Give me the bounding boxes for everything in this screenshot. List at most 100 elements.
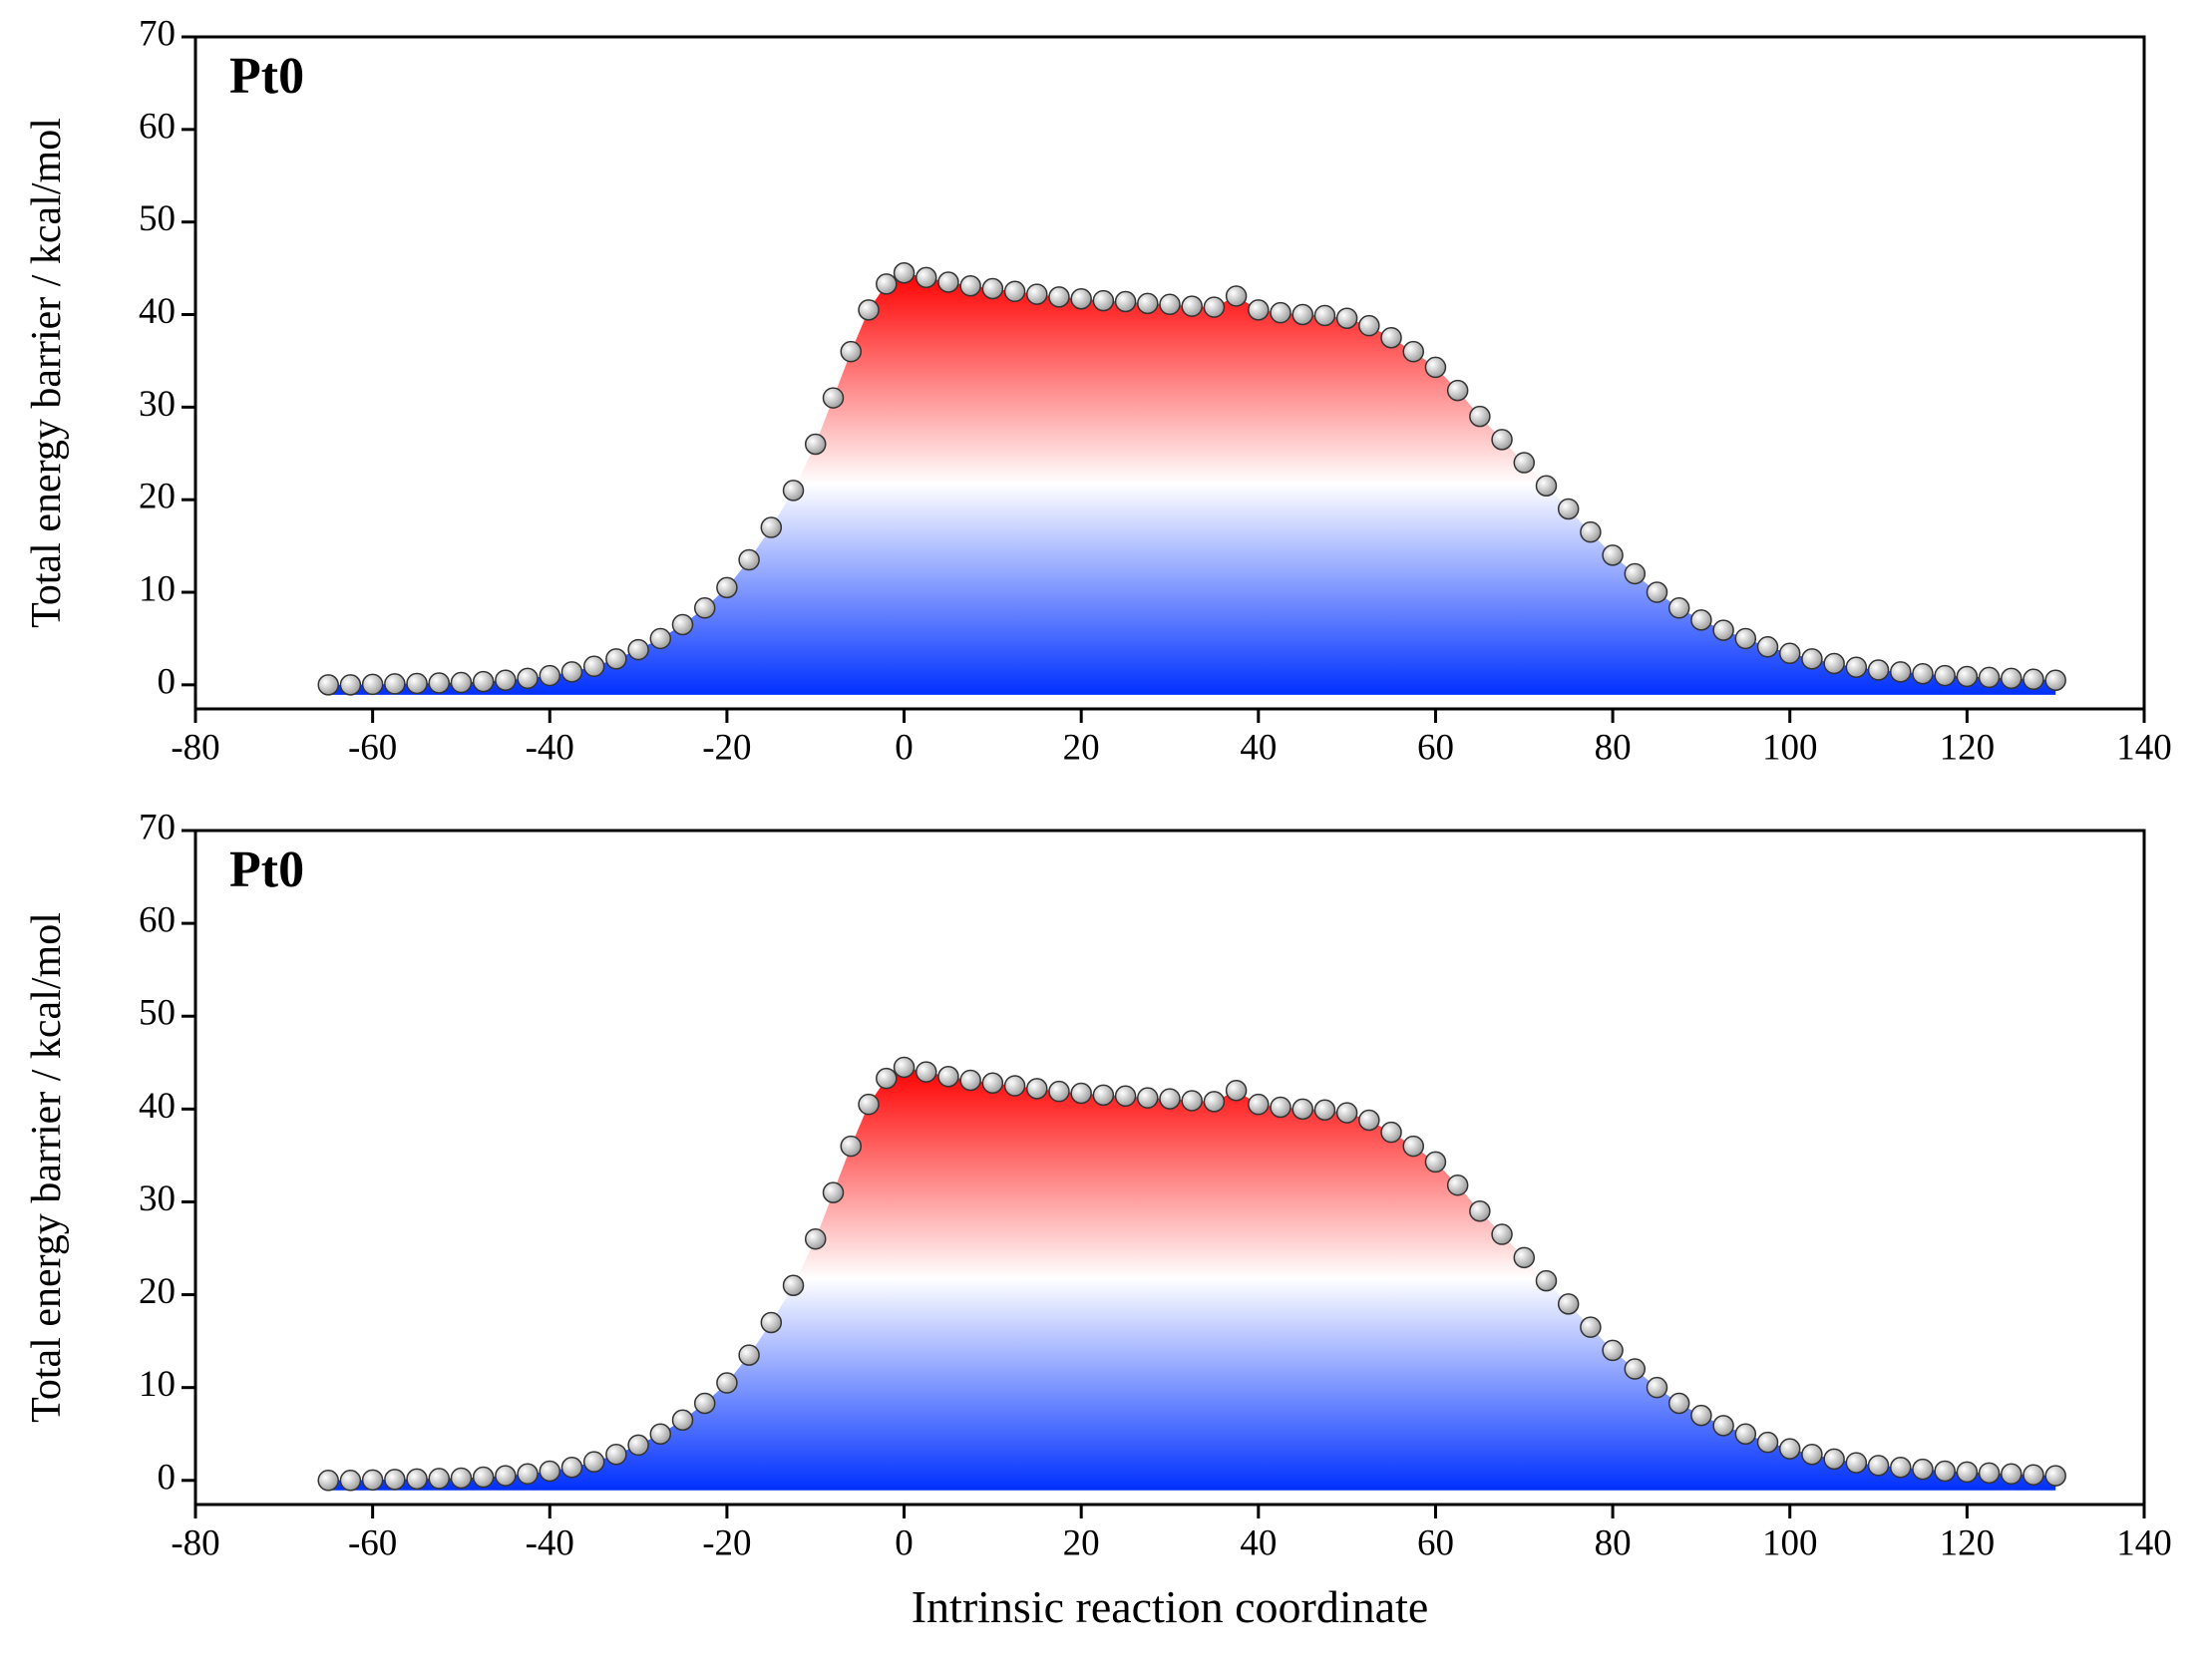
data-point	[1624, 562, 1647, 585]
data-point	[981, 1072, 1004, 1095]
data-point	[822, 387, 845, 409]
data-point	[1823, 1448, 1845, 1471]
x-tick-label: 120	[1940, 727, 1996, 768]
data-point	[937, 271, 959, 293]
plot-frame	[193, 829, 2146, 1507]
data-point	[2044, 1465, 2066, 1487]
data-point	[450, 1467, 473, 1490]
data-point	[1890, 1457, 1912, 1479]
x-tick-label: 60	[1417, 727, 1454, 768]
data-point	[693, 1392, 716, 1415]
data-point	[1912, 662, 1934, 685]
data-point	[738, 548, 760, 571]
data-point	[760, 1311, 783, 1334]
data-point	[1313, 1099, 1336, 1122]
data-point	[1557, 498, 1580, 520]
data-point	[495, 1465, 517, 1487]
data-point	[916, 1061, 937, 1083]
data-point	[1203, 296, 1226, 318]
data-point	[1424, 356, 1447, 379]
y-tick-label: 10	[139, 569, 176, 610]
data-point	[1513, 1246, 1536, 1269]
data-point	[1801, 1443, 1823, 1466]
data-point	[1602, 1339, 1624, 1362]
data-point	[1424, 1151, 1447, 1174]
data-point	[1402, 340, 1424, 363]
y-tick-label: 40	[139, 291, 176, 332]
data-point	[1159, 293, 1181, 316]
x-tick-label: 0	[895, 727, 914, 768]
data-point	[495, 669, 517, 691]
data-point	[1956, 1461, 1979, 1484]
y-tick-label: 70	[139, 13, 176, 54]
data-point	[1778, 642, 1801, 665]
data-point	[1491, 429, 1513, 451]
data-point	[1756, 1431, 1779, 1454]
data-point	[1402, 1135, 1424, 1158]
data-point	[1823, 652, 1845, 675]
data-point	[1646, 1376, 1668, 1399]
data-point	[1048, 1080, 1070, 1103]
data-point	[1003, 1075, 1026, 1097]
data-point	[1778, 1438, 1801, 1460]
data-point	[2001, 1463, 2023, 1486]
data-point	[1248, 1093, 1270, 1116]
data-point	[605, 648, 627, 670]
x-tick-label: 40	[1240, 727, 1277, 768]
data-point	[627, 1434, 649, 1457]
data-point	[1181, 295, 1203, 317]
data-point	[339, 1470, 362, 1492]
data-point	[428, 672, 450, 694]
data-point	[1580, 1316, 1602, 1338]
data-point	[1358, 1109, 1380, 1132]
data-point	[1248, 299, 1270, 321]
data-point	[1137, 1087, 1159, 1109]
data-point	[1934, 664, 1956, 687]
data-point	[858, 299, 880, 321]
data-point	[1159, 1088, 1181, 1110]
data-point	[339, 674, 362, 696]
data-point	[539, 664, 561, 687]
data-point	[671, 1409, 694, 1432]
x-tick-label: 80	[1595, 1522, 1632, 1563]
data-point	[450, 671, 473, 694]
data-point	[738, 1344, 760, 1366]
data-point	[671, 613, 694, 636]
panel-label: Pt0	[229, 48, 304, 105]
data-point	[858, 1093, 880, 1116]
data-point	[1313, 304, 1336, 327]
x-tick-label: 0	[895, 1522, 914, 1563]
data-point	[1092, 1084, 1115, 1107]
data-point	[876, 273, 898, 295]
data-point	[1469, 1200, 1491, 1222]
x-tick-label: -20	[702, 1522, 751, 1563]
data-point	[893, 1056, 916, 1079]
data-point	[472, 1466, 495, 1489]
data-point	[1380, 326, 1402, 349]
y-axis-label: Total energy barrier / kcal/mol	[24, 912, 70, 1423]
data-point	[1867, 1455, 1890, 1477]
data-point	[1535, 1269, 1558, 1292]
y-tick-label: 60	[139, 106, 176, 147]
data-point	[782, 1274, 805, 1297]
energy-area	[328, 272, 2056, 695]
data-point	[1114, 290, 1137, 313]
data-point	[560, 1457, 583, 1479]
data-point	[361, 673, 384, 696]
x-tick-label: 100	[1762, 1522, 1818, 1563]
data-point	[1225, 285, 1248, 307]
data-point	[1978, 1462, 2001, 1485]
data-point	[893, 261, 916, 284]
data-point	[1270, 301, 1291, 324]
data-point	[1801, 648, 1823, 670]
y-axis-label: Total energy barrier / kcal/mol	[24, 118, 70, 628]
data-point	[959, 1069, 981, 1092]
data-point	[1756, 636, 1779, 658]
data-point	[1114, 1085, 1137, 1108]
x-tick-label: -80	[171, 727, 219, 768]
data-point	[1535, 475, 1558, 498]
data-point	[1291, 1098, 1313, 1121]
x-tick-label: 80	[1595, 727, 1632, 768]
y-tick-label: 30	[139, 384, 176, 425]
